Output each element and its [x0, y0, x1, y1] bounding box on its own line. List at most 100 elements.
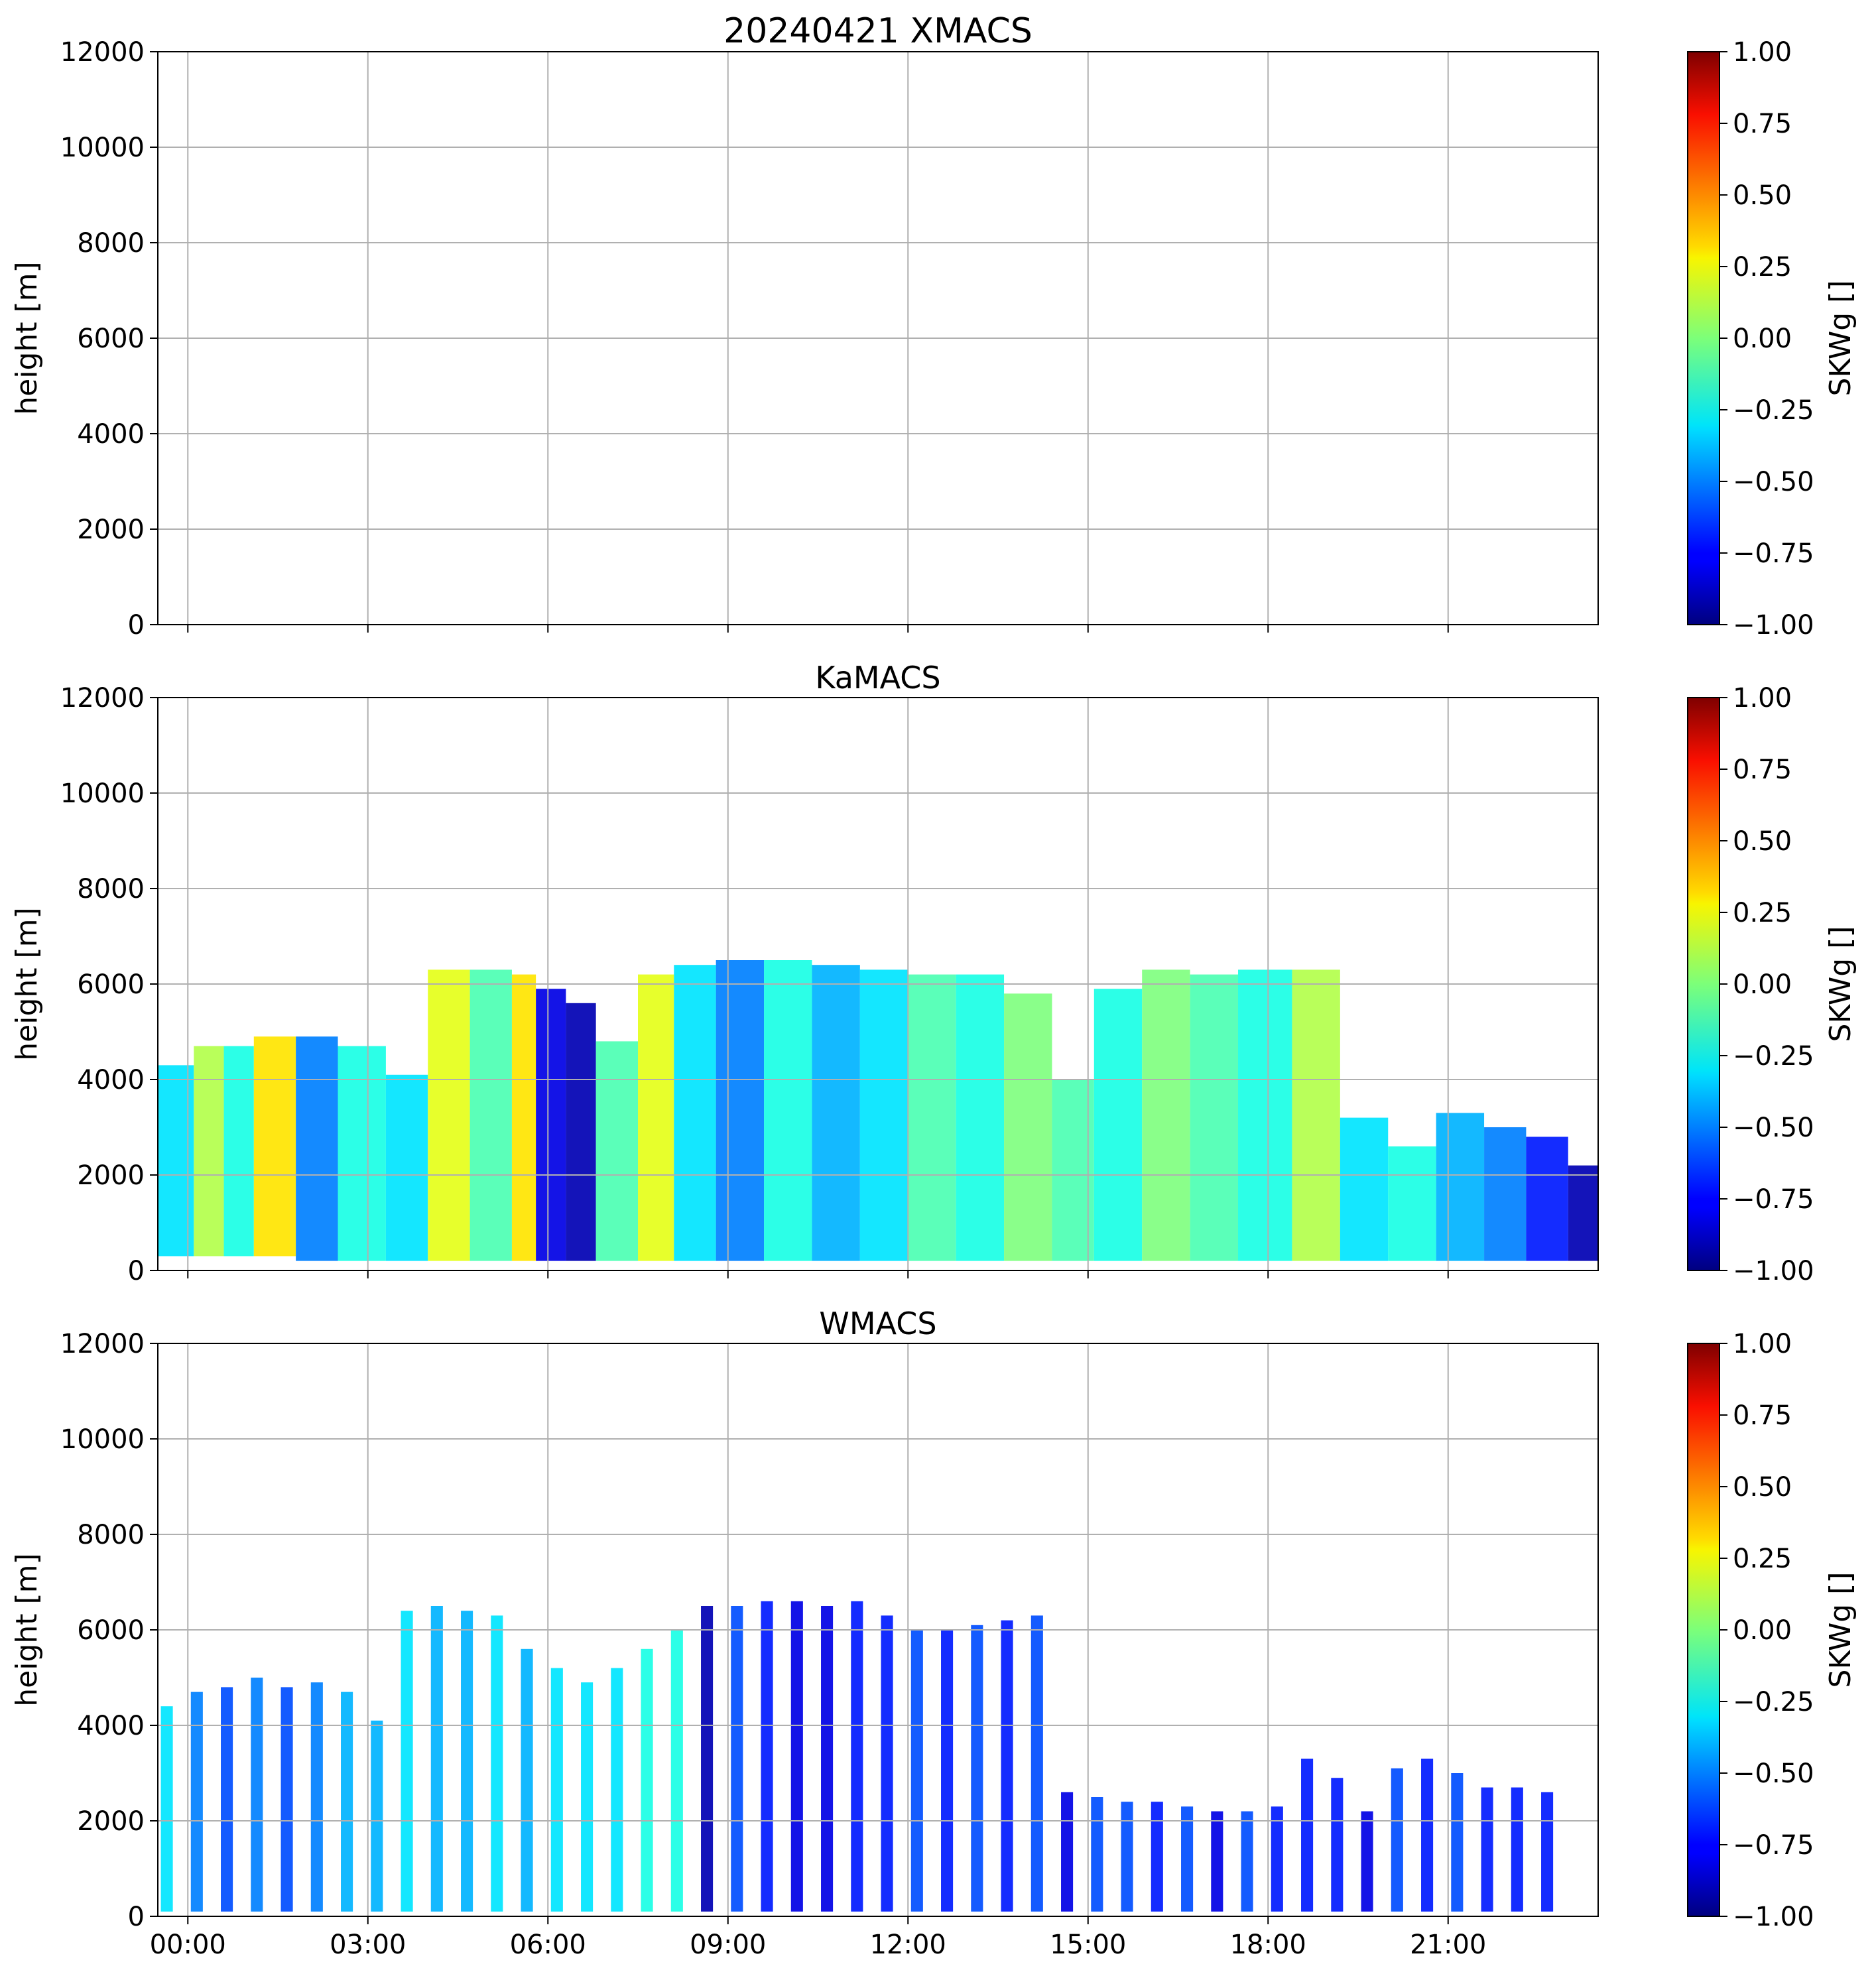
heatmap-cell: [1238, 969, 1292, 1261]
colorbar-tick-label: 0.25: [1733, 1544, 1792, 1574]
colorbar-label: SKWg []: [1824, 280, 1857, 397]
heatmap-cell: [908, 974, 956, 1261]
heatmap-cell: [253, 1036, 296, 1257]
x-tick-label: 15:00: [1050, 1930, 1126, 1960]
colorbar-tick-label: −1.00: [1733, 1902, 1814, 1932]
colorbar-gradient: [1687, 51, 1720, 625]
heatmap-cell: [1511, 1787, 1523, 1912]
x-tick-label: 06:00: [510, 1930, 586, 1960]
heatmap-cell: [595, 1041, 638, 1261]
heatmap-cell: [310, 1682, 323, 1912]
heatmap-cell: [611, 1668, 623, 1912]
heatmap-cell: [581, 1682, 594, 1912]
heatmap-cell: [401, 1611, 413, 1912]
heatmap-cell: [1388, 1146, 1436, 1261]
heatmap-cell: [550, 1668, 563, 1912]
heatmap-cell: [881, 1615, 893, 1912]
heatmap-cell: [430, 1606, 443, 1912]
heatmap-cell: [701, 1606, 714, 1912]
heatmap-cell: [1031, 1615, 1043, 1912]
heatmap-cell: [1481, 1787, 1493, 1912]
heatmap-cell: [1151, 1802, 1163, 1912]
colorbar-tick-label: 0.00: [1733, 324, 1792, 354]
colorbar-gradient: [1687, 697, 1720, 1271]
heatmap-cell: [428, 969, 470, 1261]
y-tick-label: 4000: [77, 1065, 145, 1095]
colorbar-tick-label: 0.00: [1733, 969, 1792, 1000]
heatmap-cell: [511, 974, 536, 1261]
y-tick-label: 12000: [60, 683, 145, 713]
heatmap-cell: [1001, 1620, 1013, 1912]
heatmap-cells: [158, 960, 1598, 1261]
heatmap-cell: [1052, 1080, 1094, 1261]
panel-title: WMACS: [819, 1306, 936, 1341]
y-tick-label: 10000: [60, 1424, 145, 1455]
heatmap-cell: [638, 974, 674, 1261]
y-tick-label: 10000: [60, 133, 145, 163]
heatmap-cell: [910, 1630, 923, 1912]
colorbar-tick-label: −0.25: [1733, 1687, 1814, 1717]
y-tick-label: 0: [128, 1902, 145, 1932]
heatmap-cell: [566, 1003, 596, 1261]
heatmap-cell: [859, 969, 908, 1261]
heatmap-cell: [971, 1625, 983, 1912]
y-tick-label: 8000: [77, 874, 145, 904]
heatmap-cell: [1361, 1811, 1373, 1912]
colorbar-tick-label: −0.25: [1733, 395, 1814, 426]
panel-1: 0 2000 4000 6000 8000 10000 12000 height [m] 202…: [10, 11, 1857, 641]
x-tick-label: 18:00: [1230, 1930, 1306, 1960]
x-tick-label: 00:00: [150, 1930, 226, 1960]
colorbar-tick-label: 0.50: [1733, 1472, 1792, 1503]
colorbar-tick-label: 0.50: [1733, 826, 1792, 857]
x-tick-label: 09:00: [690, 1930, 766, 1960]
colorbar-tick-label: −0.50: [1733, 467, 1814, 497]
colorbar-tick-label: 0.75: [1733, 109, 1792, 139]
y-tick-label: 4000: [77, 1711, 145, 1741]
colorbar-tick-label: 0.75: [1733, 1400, 1792, 1431]
panel-title: KaMACS: [815, 660, 940, 696]
heatmap-cell: [190, 1692, 203, 1912]
colorbar-tick-label: −0.50: [1733, 1759, 1814, 1789]
colorbar-tick-label: 1.00: [1733, 1329, 1792, 1359]
heatmap-cell: [469, 969, 512, 1261]
colorbar-tick-label: −0.25: [1733, 1041, 1814, 1072]
colorbar-tick-label: 1.00: [1733, 37, 1792, 68]
colorbar-tick-label: −1.00: [1733, 610, 1814, 641]
colorbar-tick-label: −0.75: [1733, 1184, 1814, 1215]
heatmap-cell: [1061, 1792, 1074, 1912]
colorbar: 1.00 0.75 0.50 0.25 0.00 −0.25 −0.50 −0.75 −1.00…: [1687, 683, 1857, 1286]
y-axis-label: height [m]: [10, 261, 44, 414]
heatmap-cell: [521, 1648, 533, 1912]
heatmap-cell: [761, 1601, 773, 1912]
heatmap-cell: [491, 1615, 503, 1912]
heatmap-cell: [716, 960, 765, 1261]
heatmap-cell: [1421, 1759, 1434, 1912]
heatmap-cell: [385, 1074, 428, 1261]
heatmap-cell: [812, 965, 860, 1261]
heatmap-cell: [1091, 1797, 1103, 1912]
grid: [158, 51, 1598, 625]
heatmap-cell: [1526, 1137, 1568, 1261]
heatmap-cell: [1241, 1811, 1253, 1912]
heatmap-cell: [764, 960, 812, 1261]
heatmap-cell: [790, 1601, 803, 1912]
colorbar-label: SKWg []: [1824, 926, 1857, 1042]
heatmap-cell: [371, 1720, 383, 1912]
heatmap-cell: [821, 1606, 834, 1912]
heatmap-cell: [1451, 1773, 1464, 1912]
y-tick-label: 0: [128, 610, 145, 641]
heatmap-cell: [1301, 1759, 1314, 1912]
heatmap-cell: [1004, 993, 1052, 1261]
y-tick-label: 0: [128, 1256, 145, 1286]
y-tick-label: 2000: [77, 515, 145, 545]
heatmap-cell: [1211, 1811, 1223, 1912]
panel-2: 0 2000 4000 6000 8000 10000 12000 height [m] KaM…: [10, 660, 1857, 1286]
heatmap-cell: [160, 1706, 173, 1912]
colorbar-tick-label: 0.75: [1733, 755, 1792, 785]
x-tick-label: 03:00: [330, 1930, 406, 1960]
heatmap-cell: [1271, 1806, 1283, 1912]
colorbar-tick-label: −0.50: [1733, 1113, 1814, 1143]
heatmap-cell: [670, 1630, 683, 1912]
heatmap-cell: [1331, 1778, 1344, 1912]
y-axis-label: height [m]: [10, 1553, 44, 1706]
